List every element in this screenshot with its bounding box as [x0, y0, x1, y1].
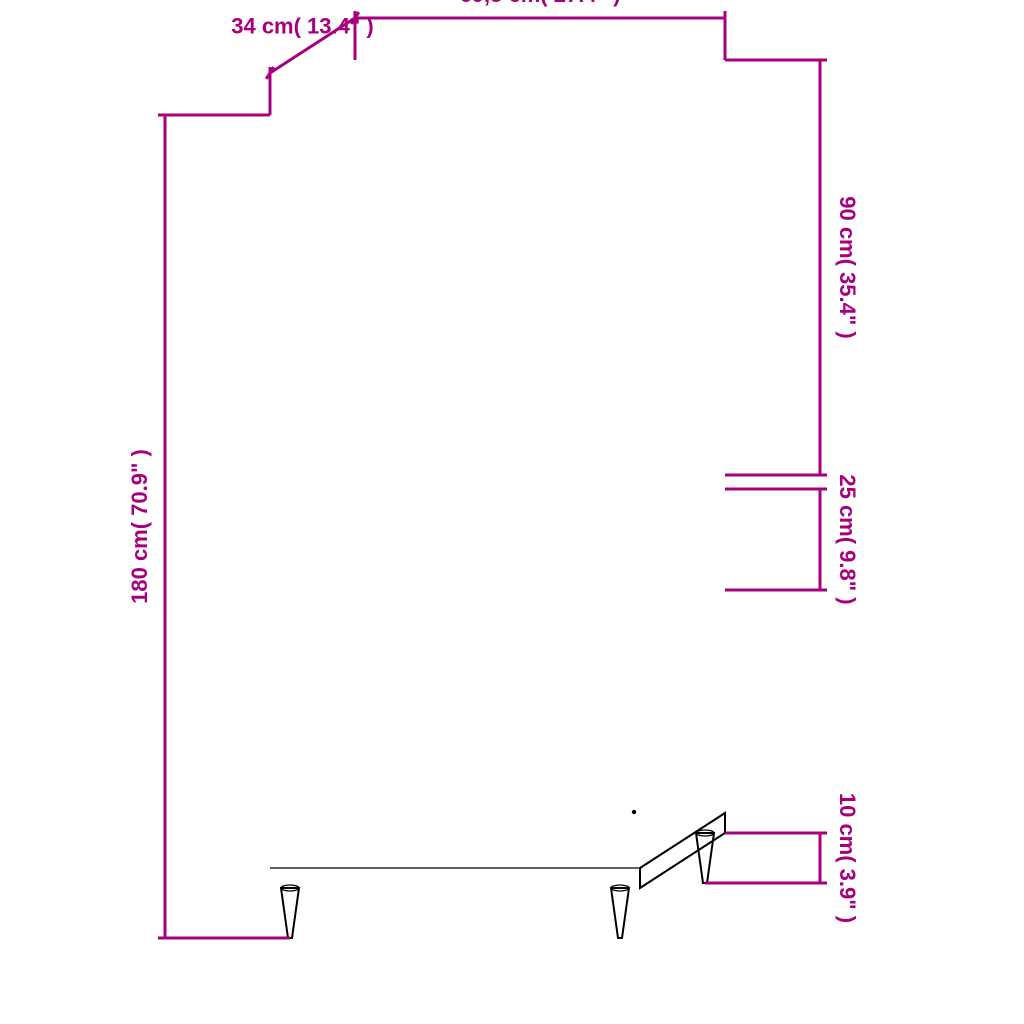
dimension-depth-label: 34 cm( 13.4" ) [231, 14, 374, 39]
dimension-width-label: 69,5 cm( 27.4" ) [460, 0, 621, 7]
dimension-shelf-label: 25 cm( 9.8" ) [835, 474, 860, 604]
dimension-leg-label: 10 cm( 3.9" ) [835, 793, 860, 923]
dimension-upper-label: 90 cm( 35.4" ) [835, 196, 860, 339]
dimension-height-label: 180 cm( 70.9" ) [127, 449, 152, 604]
